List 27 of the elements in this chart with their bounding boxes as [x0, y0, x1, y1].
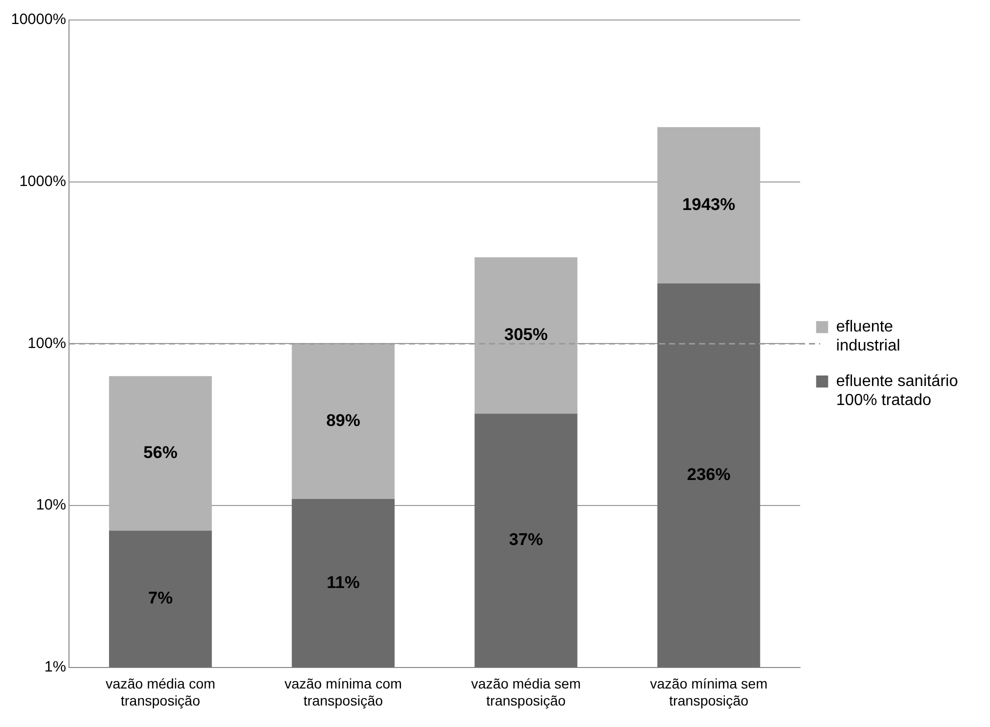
- bar: [292, 498, 395, 668]
- data-label: 89%: [326, 410, 360, 430]
- legend-label: efluente sanitário 100% tratado: [836, 372, 958, 410]
- x-tick-label: vazão mínima com transposição: [284, 676, 402, 708]
- data-label: 37%: [508, 530, 543, 550]
- y-tick-label: 1000%: [19, 172, 66, 190]
- bar: [109, 530, 212, 668]
- data-label: 1943%: [682, 194, 736, 214]
- y-tick-label: 10%: [36, 496, 66, 514]
- bar: [109, 376, 212, 531]
- bar: [657, 127, 760, 284]
- data-label: 56%: [143, 443, 178, 462]
- bar: [474, 414, 578, 668]
- data-label: 305%: [504, 325, 548, 344]
- y-tick-label: 100%: [28, 334, 66, 352]
- bar: [292, 344, 395, 499]
- x-tick-label: vazão mínima sem transposição: [650, 676, 768, 708]
- bar: [657, 283, 760, 668]
- legend-label: efluente industrial: [836, 318, 900, 355]
- x-tick-label: vazão média sem transposição: [471, 676, 581, 708]
- x-tick-label: vazão média com transposição: [106, 676, 216, 708]
- bar: [474, 257, 578, 414]
- data-label: 236%: [687, 465, 730, 484]
- y-tick-label: 1%: [44, 658, 66, 676]
- y-tick-label: 10000%: [10, 11, 66, 28]
- data-label: 7%: [148, 588, 173, 608]
- data-label: 11%: [326, 572, 360, 592]
